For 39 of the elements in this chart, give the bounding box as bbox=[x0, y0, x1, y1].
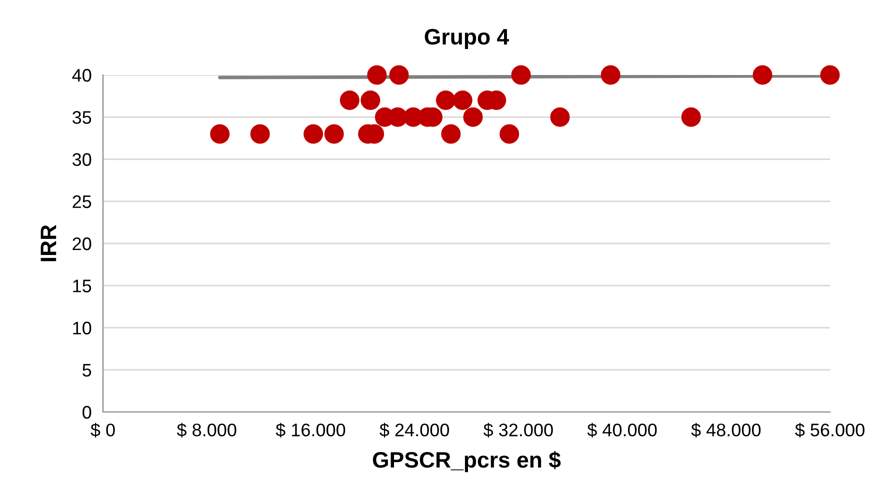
y-tick-label: 30 bbox=[72, 153, 92, 166]
point bbox=[210, 124, 230, 144]
x-tick-label: $ 40.000 bbox=[587, 422, 657, 438]
point bbox=[452, 90, 472, 110]
point bbox=[436, 90, 456, 110]
point bbox=[463, 107, 483, 127]
y-tick-label: 5 bbox=[82, 364, 92, 377]
x-tick-label: $ 16.000 bbox=[276, 422, 346, 438]
x-tick-label: $ 48.000 bbox=[691, 422, 761, 438]
y-tick-label: 35 bbox=[72, 111, 92, 124]
point bbox=[340, 90, 360, 110]
chart-title: Grupo 4 bbox=[424, 28, 509, 50]
point bbox=[752, 65, 772, 85]
y-tick-label: 40 bbox=[72, 68, 92, 82]
point bbox=[820, 65, 840, 85]
x-tick-label: $ 24.000 bbox=[380, 422, 450, 438]
point bbox=[367, 65, 387, 85]
y-tick-label: 15 bbox=[73, 280, 92, 292]
y-tick-label: 10 bbox=[73, 322, 92, 334]
point bbox=[304, 124, 324, 144]
x-tick-label: $ 32.000 bbox=[483, 422, 553, 438]
point bbox=[389, 65, 409, 85]
y-tick-label: 0 bbox=[82, 406, 92, 419]
point bbox=[441, 124, 461, 144]
point bbox=[250, 124, 270, 144]
point bbox=[324, 124, 344, 144]
x-tick-label: $ 56.000 bbox=[795, 422, 864, 438]
point bbox=[600, 65, 620, 85]
y-axis-title: IRR bbox=[40, 224, 56, 262]
point bbox=[550, 107, 570, 127]
point bbox=[681, 107, 701, 127]
y-tick-label: 25 bbox=[72, 195, 92, 208]
point bbox=[360, 90, 380, 110]
x-tick-label: $ 0 bbox=[90, 422, 115, 438]
y-tick-label: 20 bbox=[72, 237, 92, 250]
point bbox=[500, 124, 520, 144]
x-tick-label: $ 8.000 bbox=[176, 422, 236, 438]
x-axis-title: GPSCR_pcrs en $ bbox=[372, 451, 561, 472]
point bbox=[511, 65, 531, 85]
